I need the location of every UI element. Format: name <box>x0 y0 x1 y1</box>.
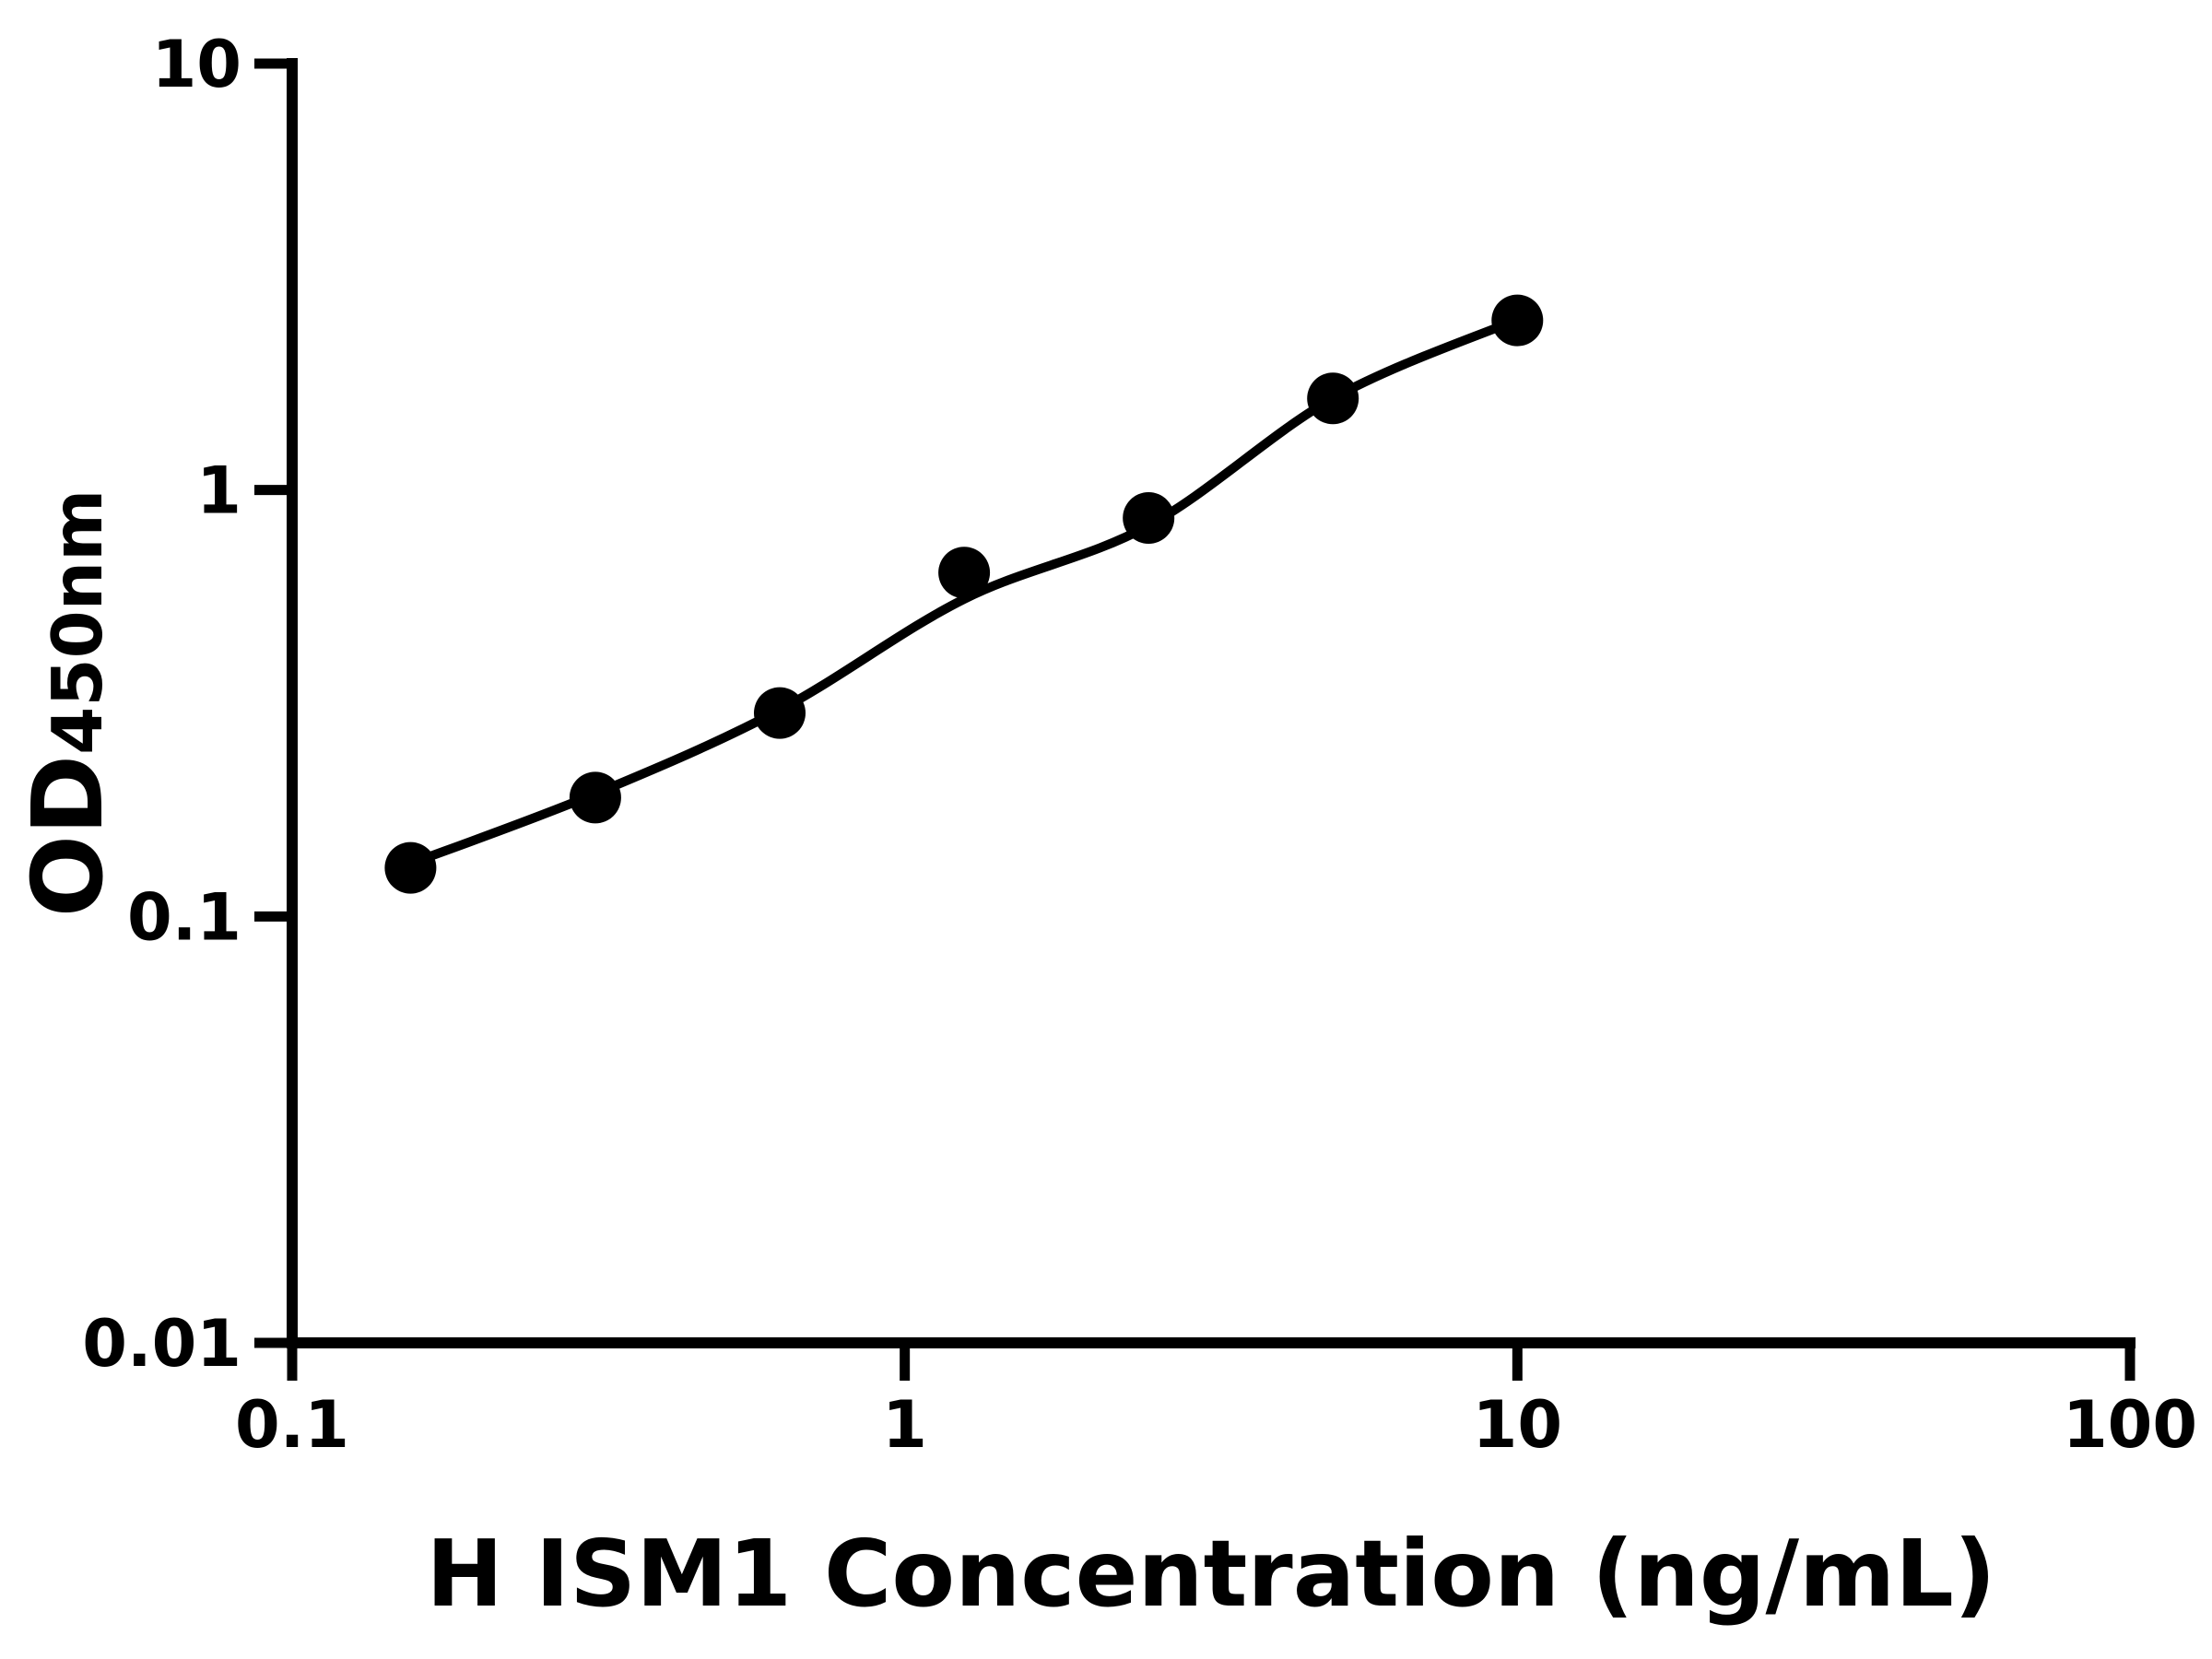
y-axis-title: OD450nm <box>12 489 124 918</box>
y-tick-label: 10 <box>152 27 241 102</box>
y-axis-title-main: OD <box>12 755 124 917</box>
data-point <box>384 841 437 894</box>
data-point <box>569 771 621 824</box>
plot-group <box>384 294 1544 894</box>
y-tick-label: 0.1 <box>127 879 241 955</box>
axes-group <box>254 58 2136 1381</box>
x-tick-label: 10 <box>1473 1387 1562 1463</box>
x-tick-label: 100 <box>2063 1387 2197 1463</box>
y-tick-label: 1 <box>196 453 241 529</box>
y-tick-label: 0.01 <box>82 1306 241 1382</box>
data-point <box>754 687 806 739</box>
x-tick-label: 1 <box>882 1387 927 1463</box>
data-point <box>938 547 991 599</box>
data-point <box>1123 492 1175 544</box>
data-point <box>1491 294 1544 347</box>
data-point <box>1307 372 1359 425</box>
y-axis-title-sub: 450nm <box>37 489 118 755</box>
x-axis-title: H ISM1 Concentration (ng/mL) <box>426 1520 1995 1628</box>
x-tick-label: 0.1 <box>235 1387 349 1463</box>
